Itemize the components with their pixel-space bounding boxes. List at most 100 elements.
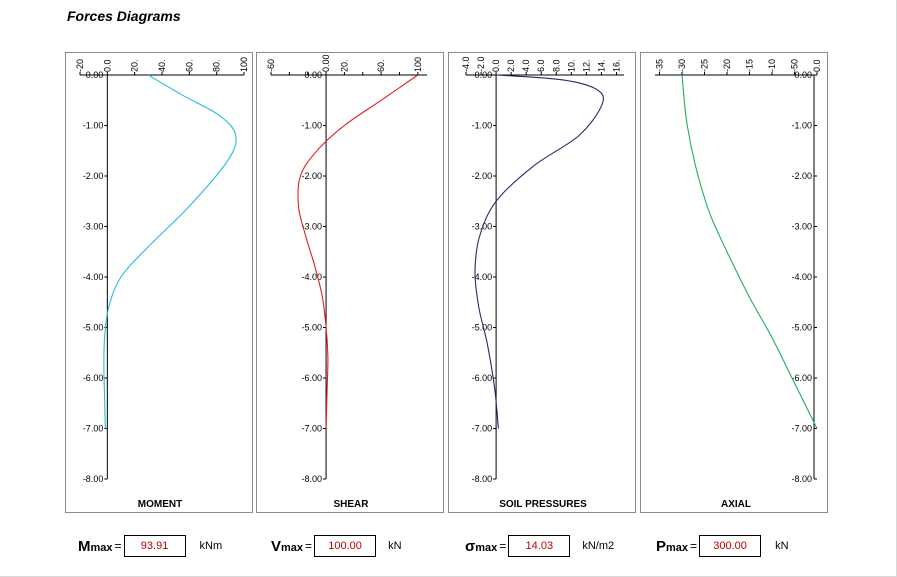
- chart-label: SOIL PRESSURES: [499, 499, 587, 510]
- y-tick-label: -3.00: [791, 222, 812, 232]
- y-tick-label: -7.00: [83, 424, 104, 434]
- y-tick-label: -1.00: [302, 121, 323, 131]
- y-tick-label: -7.00: [302, 424, 323, 434]
- y-tick-label: -2.00: [791, 171, 812, 181]
- soil-pressure-unit: kN/m2: [582, 540, 615, 552]
- page-title: Forces Diagrams: [67, 8, 181, 24]
- axial-chart: -35 -30 -25 -20 -15 -10 -50 0.00.00 -1.00 -2.00 -3…: [655, 59, 823, 510]
- x-tick-label: 40.: [157, 59, 167, 72]
- y-tick-label: 0.00: [794, 70, 812, 80]
- series-line: [474, 74, 605, 429]
- axial-unit: kN: [775, 540, 789, 552]
- y-tick-label: -4.00: [302, 272, 323, 282]
- y-tick-label: -4.00: [791, 272, 812, 282]
- y-tick-label: -5.00: [791, 323, 812, 333]
- y-tick-label: 0.00: [86, 70, 104, 80]
- moment-chart-panel[interactable]: -20 0.0 20. 40. 60. 80. 100 0.00 -1.00 -2.00 -3.00…: [65, 52, 253, 513]
- chart-label: AXIAL: [721, 499, 751, 510]
- x-tick-label: -15: [745, 59, 755, 72]
- y-tick-label: 0.00: [305, 70, 323, 80]
- x-tick-label: 100: [413, 57, 423, 72]
- y-tick-label: -1.00: [472, 121, 493, 131]
- equals-sign: =: [114, 539, 122, 553]
- x-tick-label: 14.: [596, 59, 606, 72]
- y-tick-label: -6.00: [791, 373, 812, 383]
- y-tick-label: -8.00: [791, 474, 812, 484]
- x-tick-label: -35: [655, 59, 665, 72]
- x-tick-label: 0.0: [491, 59, 501, 72]
- series-line: [297, 74, 419, 429]
- chart-label: SHEAR: [333, 499, 369, 510]
- shear-symbol: V: [271, 537, 282, 555]
- soil-pressure-max-value[interactable]: 14.03: [508, 535, 571, 557]
- soil-pressures-chart-panel[interactable]: -4.0 -2.0 0.0 2.0 4.0 6.0 8.0 10. 12. 14. 16. 0.00 -…: [448, 52, 636, 513]
- x-tick-label: 16.: [611, 59, 621, 72]
- axial-chart-panel[interactable]: -35 -30 -25 -20 -15 -10 -50 0.0 0.00 -1.00 -2.00 -3…: [640, 52, 828, 513]
- equals-sign: =: [305, 539, 313, 553]
- axial-symbol: P: [656, 537, 667, 555]
- shear-max-value[interactable]: 100.00: [314, 535, 377, 557]
- x-tick-label: 100: [239, 57, 249, 72]
- moment-subscript: max: [90, 541, 113, 554]
- moment-unit: kNm: [199, 540, 223, 552]
- x-tick-label: -50: [790, 59, 800, 72]
- x-tick-label: 0.0: [812, 59, 822, 72]
- x-tick-label: -20: [722, 59, 732, 72]
- y-tick-label: -8.00: [472, 474, 493, 484]
- x-tick-label: 0.00: [321, 54, 331, 72]
- y-tick-label: -3.00: [302, 222, 323, 232]
- x-tick-label: 20.: [130, 59, 140, 72]
- shear-subscript: max: [281, 541, 304, 554]
- x-tick-label: 0.0: [102, 59, 112, 72]
- x-tick-label: 4.0: [521, 59, 531, 72]
- x-tick-label: 8.0: [551, 59, 561, 72]
- y-tick-label: -4.00: [472, 272, 493, 282]
- soil-pressure-max-result: σ max = 14.03 kN/m2: [465, 533, 614, 559]
- x-tick-label: 80.: [212, 59, 222, 72]
- sigma-subscript: max: [475, 541, 498, 554]
- y-tick-label: -2.00: [302, 171, 323, 181]
- x-tick-label: -4.0: [461, 56, 471, 72]
- series-line: [681, 74, 818, 429]
- x-tick-label: -60: [266, 59, 276, 72]
- x-tick-label: -20: [75, 59, 85, 72]
- y-tick-label: -8.00: [83, 474, 104, 484]
- y-tick-label: -6.00: [472, 373, 493, 383]
- moment-chart: -20 0.0 20. 40. 60. 80. 100 0.00 -1.00 -2.00 -3.00…: [75, 57, 249, 510]
- moment-max-value[interactable]: 93.91: [123, 535, 186, 557]
- soil-pressures-chart: -4.0 -2.0 0.0 2.0 4.0 6.0 8.0 10. 12. 14. 16. 0.00 -…: [461, 56, 624, 510]
- chart-label: MOMENT: [138, 499, 182, 510]
- y-tick-label: -5.00: [83, 323, 104, 333]
- y-tick-label: 0.00: [475, 70, 493, 80]
- x-tick-label: 2.0: [506, 59, 516, 72]
- equals-sign: =: [499, 539, 507, 553]
- x-tick-label: 10.: [566, 59, 576, 72]
- y-tick-label: -5.00: [302, 323, 323, 333]
- shear-unit: kN: [388, 540, 402, 552]
- y-tick-label: -2.00: [83, 171, 104, 181]
- x-tick-label: -25: [700, 59, 710, 72]
- equals-sign: =: [690, 539, 698, 553]
- sigma-symbol: σ: [465, 537, 476, 555]
- x-tick-label: 20.: [339, 59, 349, 72]
- y-tick-label: -1.00: [791, 121, 812, 131]
- x-tick-label: 6.0: [536, 59, 546, 72]
- y-tick-label: -8.00: [302, 474, 323, 484]
- x-tick-label: 60.: [184, 59, 194, 72]
- x-tick-label: -30: [677, 59, 687, 72]
- shear-max-result: V max = 100.00 kN: [271, 533, 402, 559]
- x-tick-label: 60.: [376, 59, 386, 72]
- x-tick-label: -10: [767, 59, 777, 72]
- moment-symbol: M: [78, 537, 91, 555]
- series-line: [103, 74, 237, 429]
- y-tick-label: -7.00: [472, 424, 493, 434]
- y-tick-label: -6.00: [302, 373, 323, 383]
- y-tick-label: -4.00: [83, 272, 104, 282]
- y-tick-label: -3.00: [83, 222, 104, 232]
- axial-subscript: max: [666, 541, 689, 554]
- y-tick-label: -6.00: [83, 373, 104, 383]
- shear-chart-panel[interactable]: -60 0.00 20. 60. 100 0.00 -1.00 -2.00 -3.00 -4.00…: [256, 52, 444, 513]
- y-tick-label: -2.00: [472, 171, 493, 181]
- axial-max-value[interactable]: 300.00: [699, 535, 762, 557]
- y-tick-label: -7.00: [791, 424, 812, 434]
